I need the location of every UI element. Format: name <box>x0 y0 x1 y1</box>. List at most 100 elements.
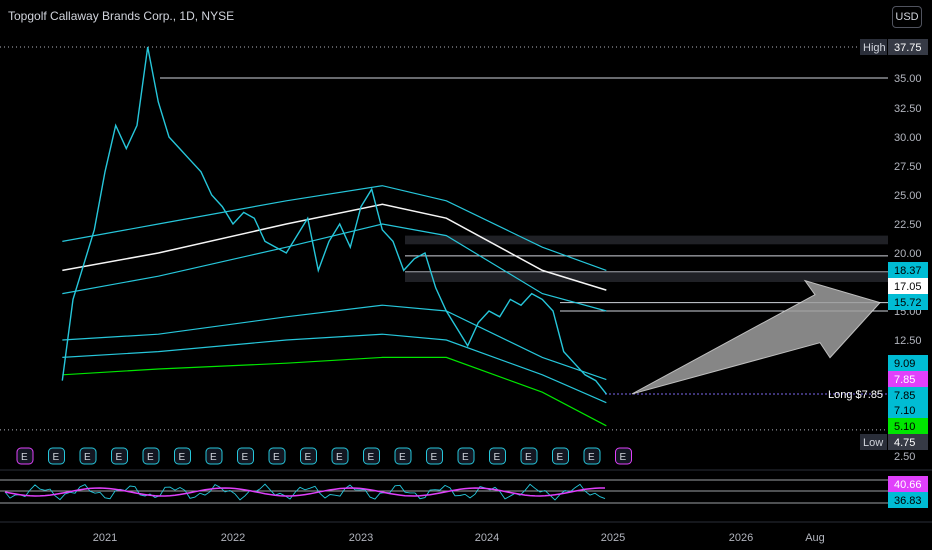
price-tag-text: High <box>863 42 886 54</box>
earnings-marker-label: E <box>462 452 469 463</box>
price-label-text: 7.85 <box>894 374 915 386</box>
resistance-zone <box>405 271 888 282</box>
price-label-text: 17.05 <box>894 281 922 293</box>
price-label-box <box>888 355 928 371</box>
earnings-marker-icon <box>205 447 223 465</box>
earnings-marker-label: E <box>368 452 375 463</box>
y-tick-label: 32.50 <box>894 103 922 115</box>
price-label-text: 7.10 <box>894 405 915 417</box>
resistance-zone <box>405 235 888 245</box>
earnings-marker-label: E <box>399 452 406 463</box>
earnings-marker-icon <box>142 447 160 465</box>
earnings-marker-label: E <box>494 452 501 463</box>
y-tick-label: 30.00 <box>894 132 922 144</box>
price-tag-text: Low <box>863 437 883 449</box>
earnings-marker-icon <box>520 447 538 465</box>
x-tick-label: 2022 <box>221 532 245 544</box>
y-tick-label: 22.50 <box>894 219 922 231</box>
x-tick-label: 2025 <box>601 532 625 544</box>
price-label-box <box>888 278 928 294</box>
y-tick-label: 35.00 <box>894 73 922 85</box>
currency-button[interactable]: USD <box>892 6 922 28</box>
rsi-line <box>4 483 606 501</box>
earnings-marker-icon <box>48 447 65 465</box>
earnings-marker-label: E <box>21 452 28 463</box>
earnings-marker-icon <box>16 447 34 465</box>
price-label-box <box>888 39 928 55</box>
y-tick-label: 20.00 <box>894 248 922 260</box>
rsi-signal-line <box>4 487 605 497</box>
price-line <box>61 46 607 395</box>
earnings-marker-label: E <box>210 452 217 463</box>
price-label-text: 15.72 <box>894 297 922 309</box>
y-tick-label: 25.00 <box>894 190 922 202</box>
price-label-text: 4.75 <box>894 437 915 449</box>
earnings-marker-label: E <box>147 452 154 463</box>
projection-arrow <box>631 279 881 395</box>
earnings-marker-label: E <box>620 452 627 463</box>
price-tag-box <box>860 39 887 55</box>
x-tick-label: 2024 <box>475 532 499 544</box>
price-label-box <box>888 402 928 418</box>
y-tick-label: 2.50 <box>894 451 915 463</box>
long-position-label: Long $7.85 <box>828 389 883 401</box>
price-label-text: 37.75 <box>894 42 922 54</box>
rsi-label-box <box>888 492 928 508</box>
earnings-marker-label: E <box>179 452 186 463</box>
rsi-label-text: 36.83 <box>894 495 922 507</box>
price-label-box <box>888 387 928 403</box>
earnings-marker-label: E <box>305 452 312 463</box>
rsi-label-text: 40.66 <box>894 479 922 491</box>
outer-band-2 <box>62 333 607 404</box>
earnings-marker-icon <box>489 447 506 465</box>
price-label-box <box>888 294 928 310</box>
support-band <box>62 356 607 427</box>
symbol-title: Topgolf Callaway Brands Corp., 1D, NYSE <box>8 9 235 23</box>
price-label-box <box>888 434 928 450</box>
price-label-box <box>888 262 928 278</box>
price-tag-box <box>860 434 887 450</box>
earnings-marker-icon <box>457 447 475 465</box>
outer-band-1 <box>62 304 607 381</box>
earnings-marker-label: E <box>557 452 564 463</box>
earnings-marker-label: E <box>431 452 438 463</box>
earnings-marker-label: E <box>336 452 343 463</box>
earnings-marker-icon <box>363 447 380 465</box>
earnings-marker-label: E <box>242 452 249 463</box>
price-label-box <box>888 371 928 387</box>
x-tick-label: Aug <box>805 532 825 544</box>
price-label-box <box>888 418 928 434</box>
earnings-marker-icon <box>394 447 412 465</box>
earnings-marker-icon <box>331 447 349 465</box>
x-tick-label: 2026 <box>729 532 753 544</box>
earnings-marker-label: E <box>84 452 91 463</box>
earnings-marker-icon <box>79 447 97 465</box>
earnings-marker-label: E <box>525 452 532 463</box>
earnings-marker-icon <box>237 447 254 465</box>
lower-band <box>62 223 607 312</box>
x-tick-label: 2023 <box>349 532 373 544</box>
rsi-label-box <box>888 476 928 492</box>
earnings-marker-icon <box>583 447 601 465</box>
earnings-marker-icon <box>426 447 443 465</box>
price-label-text: 7.85 <box>894 390 915 402</box>
earnings-marker-icon <box>174 447 191 465</box>
y-tick-label: 12.50 <box>894 335 922 347</box>
earnings-marker-icon <box>300 447 317 465</box>
earnings-marker-icon <box>552 447 569 465</box>
earnings-marker-label: E <box>273 452 280 463</box>
earnings-marker-icon <box>268 447 286 465</box>
earnings-marker-label: E <box>588 452 595 463</box>
middle-band <box>62 203 607 291</box>
earnings-marker-icon <box>615 447 632 465</box>
y-tick-label: 27.50 <box>894 161 922 173</box>
earnings-marker-label: E <box>53 452 60 463</box>
price-label-text: 9.09 <box>894 358 915 370</box>
price-label-text: 5.10 <box>894 421 915 433</box>
earnings-marker-label: E <box>116 452 123 463</box>
upper-band <box>62 185 607 271</box>
x-tick-label: 2021 <box>93 532 117 544</box>
price-label-text: 18.37 <box>894 265 922 277</box>
earnings-marker-icon <box>111 447 128 465</box>
